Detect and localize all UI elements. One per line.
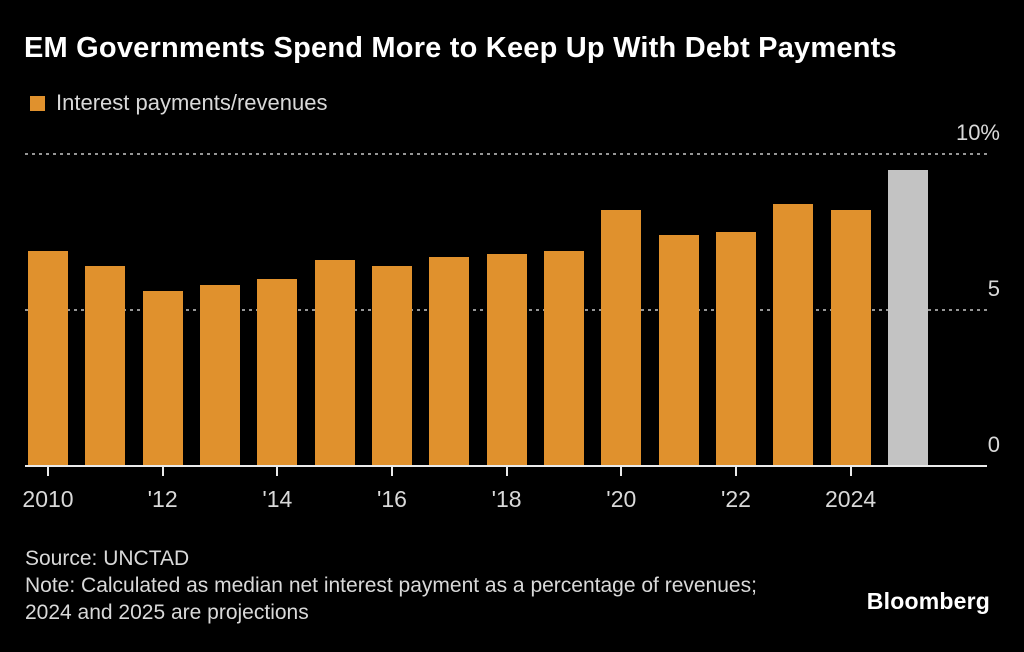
chart-area: 10% 5 0 2010 '12 '14 '16 '18 '20 '22 2024: [22, 120, 1000, 532]
x-axis-tick-2016: [390, 467, 393, 476]
y-axis-label-0: 0: [987, 432, 1000, 457]
x-axis-tick-2014: [276, 467, 279, 476]
bar-2019: [543, 250, 584, 466]
x-axis-label-2016: '16: [376, 486, 407, 512]
x-axis-label-2010: 2010: [22, 486, 74, 512]
source-text: Source: UNCTAD: [25, 547, 190, 570]
bar-2021: [658, 235, 699, 466]
x-axis-label-2020: '20: [606, 486, 637, 512]
x-axis-tick-2024: [849, 467, 852, 476]
bar-2020: [601, 210, 642, 466]
x-axis-label-2012: '12: [147, 486, 178, 512]
bar-2023: [773, 203, 814, 466]
x-axis-tick-2010: [47, 467, 49, 476]
bar-2015: [314, 260, 355, 466]
y-axis-label-10: 10%: [955, 120, 1000, 145]
note-text: Note: Calculated as median net interest …: [25, 574, 757, 624]
x-axis-tick-2020: [620, 467, 623, 476]
x-axis-tick-2018: [505, 467, 508, 476]
bar-2010: [28, 250, 68, 466]
y-axis-label-5: 5: [987, 276, 1000, 301]
chart-title: EM Governments Spend More to Keep Up Wit…: [24, 32, 897, 64]
bar-2011: [85, 266, 126, 466]
bar-2016: [371, 266, 412, 466]
legend-label: Interest payments/revenues: [56, 90, 328, 115]
x-axis-label-2024: 2024: [825, 486, 877, 512]
bar-2022: [715, 232, 756, 466]
x-axis-label-2022: '22: [720, 486, 751, 512]
bar-2025: [887, 169, 928, 466]
bar-2013: [199, 285, 240, 466]
x-axis-label-2018: '18: [491, 486, 522, 512]
bar-2012: [142, 291, 183, 466]
x-axis-tick-2022: [734, 467, 737, 476]
bar-2024: [830, 210, 871, 466]
x-axis-line: [25, 465, 987, 467]
legend: Interest payments/revenues: [30, 90, 327, 116]
bloomberg-logo: Bloomberg: [866, 588, 990, 614]
x-axis-tick-2012: [161, 467, 164, 476]
bar-2017: [429, 256, 470, 466]
bar-2018: [486, 253, 527, 466]
gridline-10: [25, 153, 987, 155]
footer: Source: UNCTAD Note: Calculated as media…: [25, 545, 770, 626]
x-axis-label-2014: '14: [262, 486, 293, 512]
legend-swatch-icon: [30, 95, 45, 111]
bar-2014: [257, 278, 298, 466]
